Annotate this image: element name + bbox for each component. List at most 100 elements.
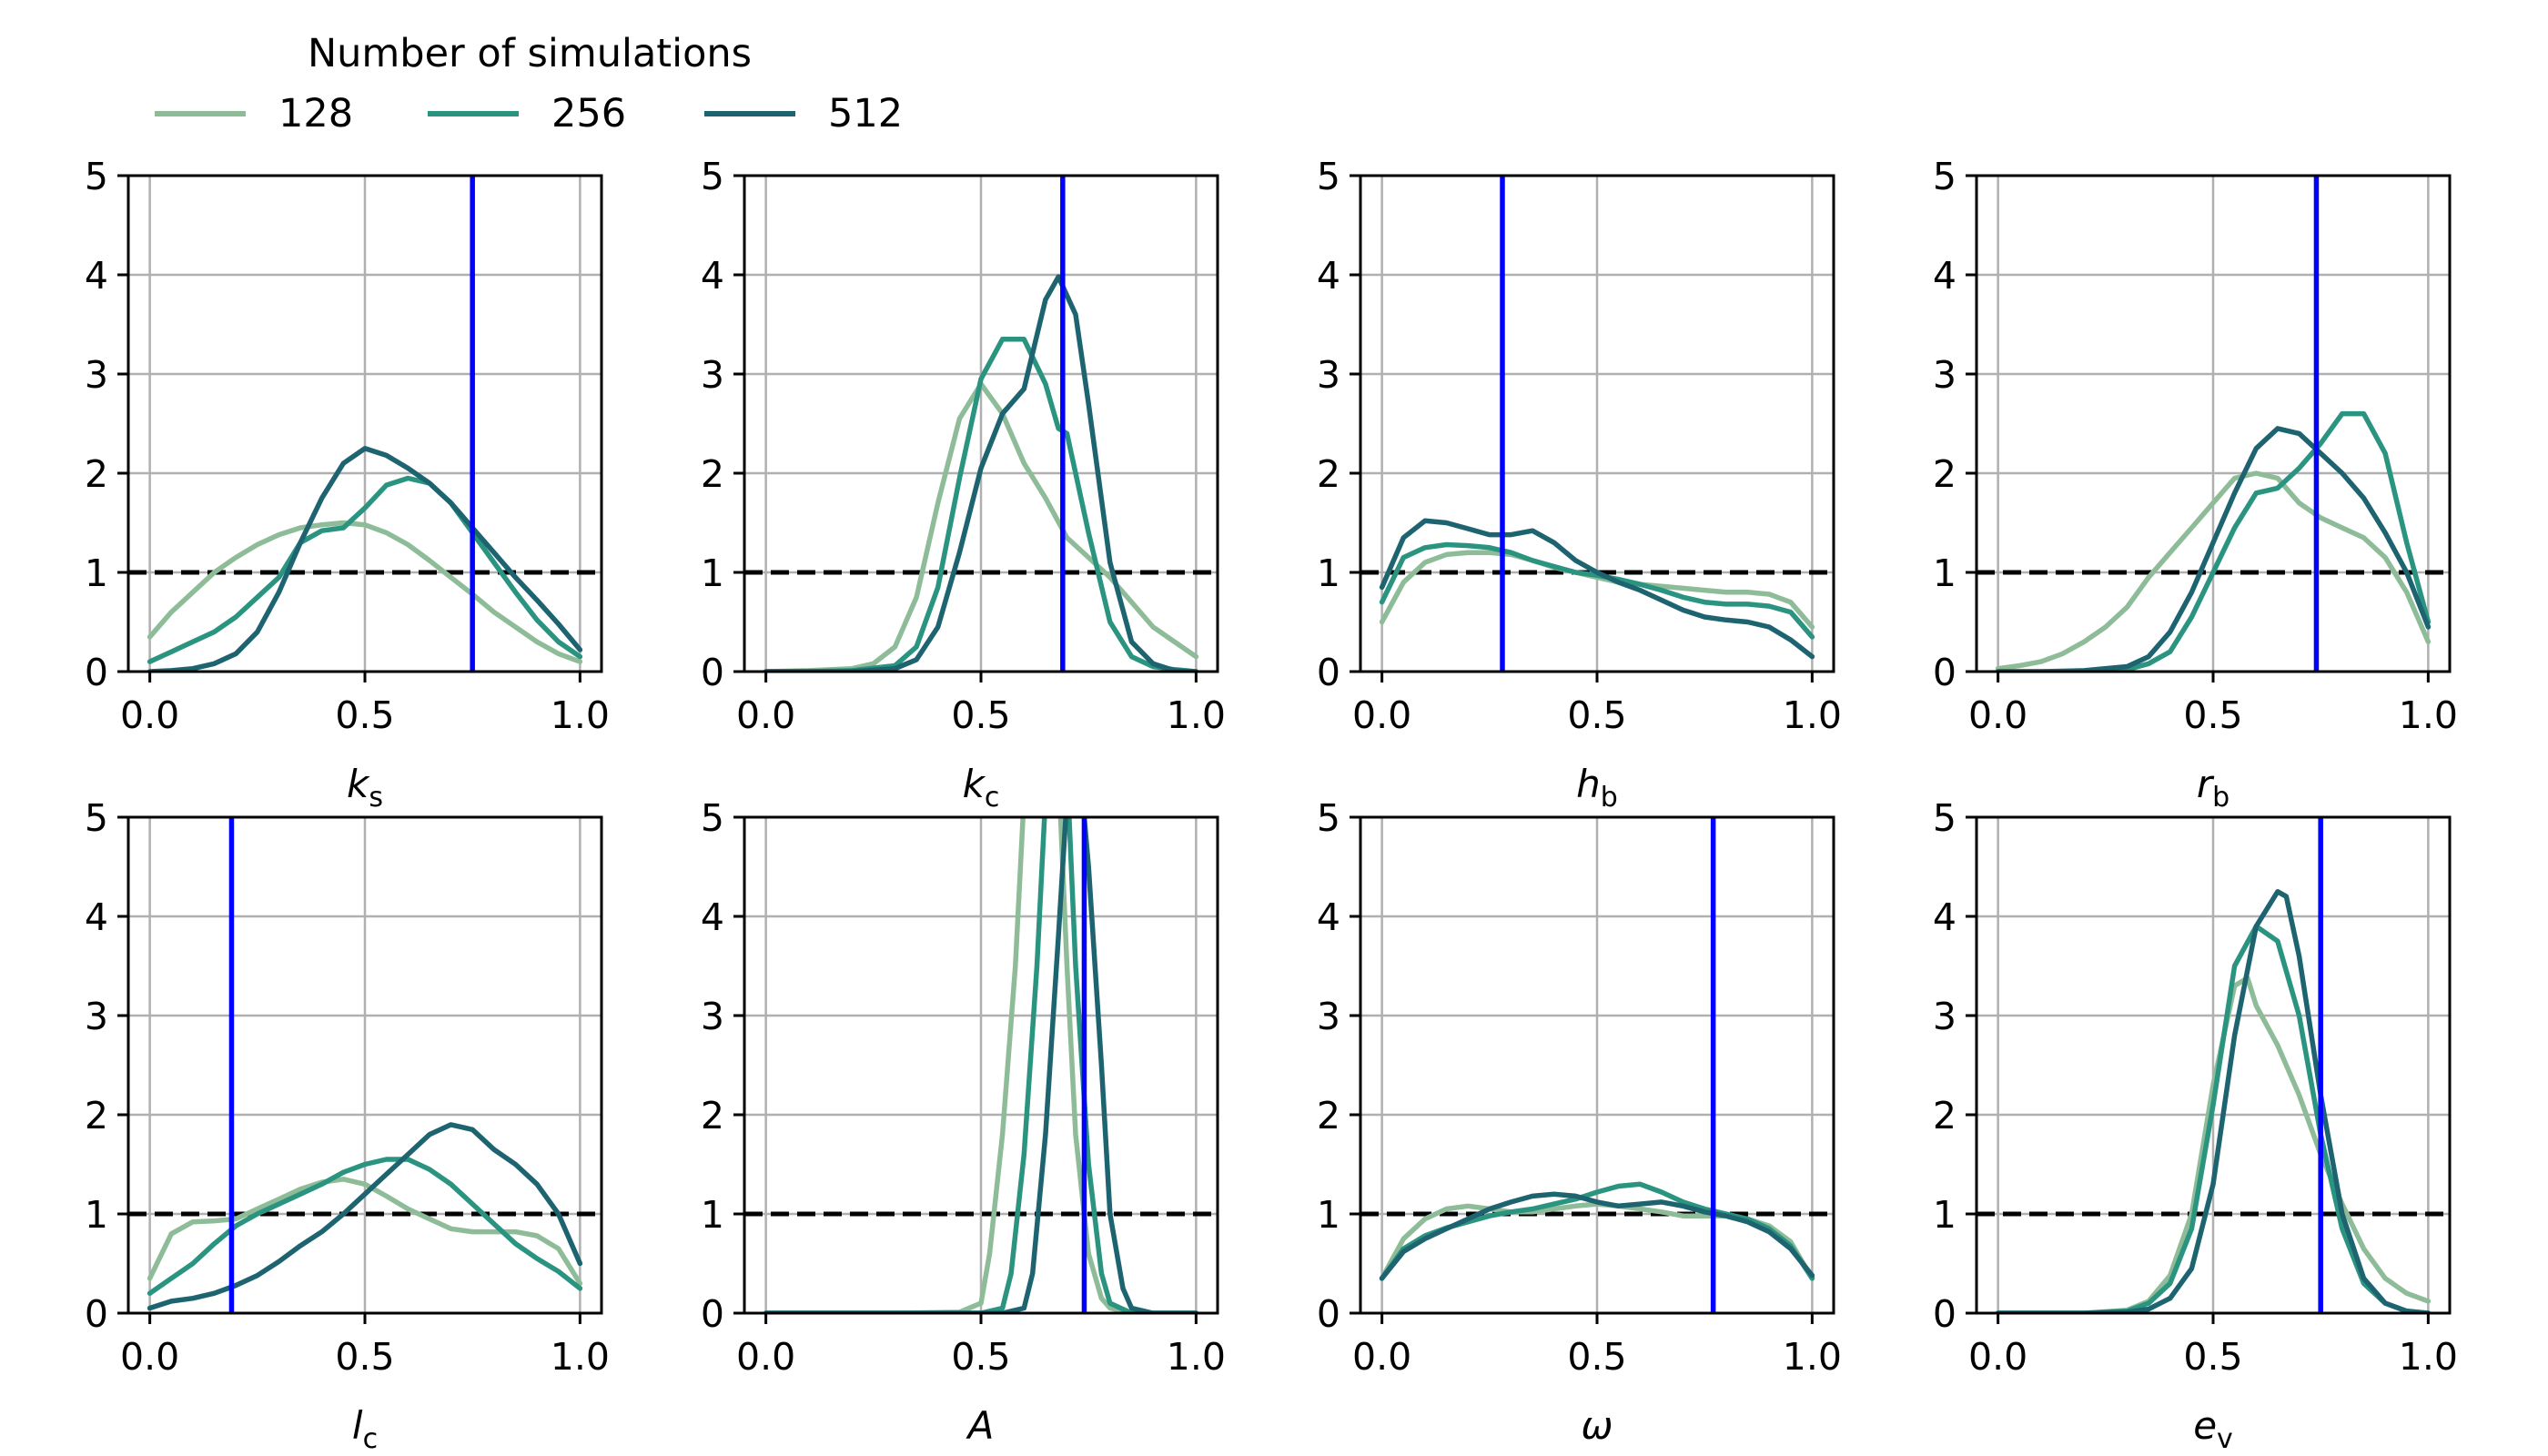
legend-swatch-512 [704,111,795,116]
subplot-7: 0.0 0.5 1.0 0 1 2 3 4 5 ω [1317,796,1842,1448]
x-tick-label: 0.5 [335,1335,394,1379]
y-tick-label: 2 [85,452,108,496]
y-tick-label: 0 [1933,1292,1956,1336]
y-tick-label: 0 [85,651,108,694]
y-tick-label: 2 [85,1094,108,1138]
subplot-6: 0.0 0.5 1.0 0 1 2 3 4 5 A [701,796,1226,1448]
series-line-256 [147,475,583,664]
x-axis-label: ks [347,762,383,814]
y-tick-label: 4 [701,254,724,298]
x-tick-label: 1.0 [1167,693,1226,737]
y-tick-label: 2 [1933,452,1956,496]
legend-label-256: 256 [551,91,627,136]
legend-entry-128: 128 [155,91,353,136]
x-tick-label: 0.0 [736,1335,795,1379]
plot-area [1977,817,2450,1313]
y-tick-label: 1 [1317,1193,1340,1237]
y-tick-label: 5 [1933,796,1956,840]
x-tick-label: 0.0 [1352,1335,1411,1379]
y-tick-label: 3 [85,995,108,1038]
x-tick-label: 1.0 [1167,1335,1226,1379]
y-tick-label: 3 [701,353,724,397]
legend: Number of simulations 128 256 512 [155,27,956,146]
x-tick-label: 0.0 [1352,693,1411,737]
y-tick-label: 5 [1317,796,1340,840]
series-line-128 [147,1177,583,1287]
series-line-128 [763,817,1199,1313]
series-line-512 [763,817,1199,1313]
y-tick-label: 5 [701,796,724,840]
y-tick-label: 5 [1317,155,1340,198]
legend-title: Number of simulations [308,31,753,76]
y-tick-label: 0 [1317,651,1340,694]
y-tick-label: 1 [85,1193,108,1237]
series-line-512 [147,446,583,672]
y-tick-label: 4 [1933,895,1956,939]
x-tick-label: 0.0 [120,693,179,737]
subplot-8: 0.0 0.5 1.0 0 1 2 3 4 5 ev [1933,796,2458,1455]
x-tick-label: 0.0 [120,1335,179,1379]
subplot-2: 0.0 0.5 1.0 0 1 2 3 4 5 kc [701,155,1226,814]
y-tick-label: 0 [701,651,724,694]
subplot-3: 0.0 0.5 1.0 0 1 2 3 4 5 hb [1317,155,1842,814]
series-line-128 [147,520,583,664]
y-tick-label: 3 [1933,353,1956,397]
plot-area [744,176,1218,672]
x-tick-label: 0.5 [335,693,394,737]
series-line-256 [1995,410,2432,672]
x-axis-label: A [966,1403,995,1448]
subplot-1: 0.0 0.5 1.0 0 1 2 3 4 5 ks [85,155,610,814]
x-tick-label: 0.5 [951,1335,1010,1379]
y-tick-label: 4 [701,895,724,939]
y-tick-label: 2 [1933,1094,1956,1138]
y-tick-label: 4 [85,895,108,939]
y-tick-label: 3 [1317,353,1340,397]
subplot-4: 0.0 0.5 1.0 0 1 2 3 4 5 rb [1933,155,2458,814]
x-axis-label: kc [963,762,1000,814]
y-tick-label: 1 [701,551,724,595]
legend-swatch-128 [155,111,246,116]
plot-area [128,176,602,672]
series-line-256 [1379,541,1815,640]
legend-entry-256: 256 [428,91,626,136]
x-tick-label: 0.5 [1567,693,1626,737]
y-tick-label: 0 [1317,1292,1340,1336]
x-tick-label: 1.0 [1783,693,1842,737]
series-line-128 [1995,470,2432,672]
legend-entry-512: 512 [704,91,903,136]
y-tick-label: 1 [1933,1193,1956,1237]
y-tick-label: 5 [701,155,724,198]
series-line-512 [1995,426,2432,672]
y-tick-label: 0 [85,1292,108,1336]
x-tick-label: 0.0 [1968,693,2027,737]
y-tick-label: 2 [701,452,724,496]
y-tick-label: 3 [1933,995,1956,1038]
plot-area [1360,176,1834,672]
x-tick-label: 0.5 [2183,693,2242,737]
series-line-512 [1379,1191,1815,1281]
y-tick-label: 2 [701,1094,724,1138]
x-tick-label: 1.0 [551,693,610,737]
y-tick-label: 5 [85,155,108,198]
y-tick-label: 4 [1933,254,1956,298]
x-axis-label: ev [2193,1403,2233,1455]
y-tick-label: 2 [1317,452,1340,496]
series-line-256 [147,1157,583,1296]
x-axis-label: lc [352,1403,378,1455]
plot-area [1977,176,2450,672]
y-tick-label: 3 [701,995,724,1038]
x-tick-label: 1.0 [1783,1335,1842,1379]
legend-label-128: 128 [278,91,354,136]
x-tick-label: 0.5 [1567,1335,1626,1379]
x-tick-label: 0.0 [736,693,795,737]
series-line-512 [763,274,1199,672]
legend-swatch-256 [428,111,519,116]
x-axis-label: ω [1581,1403,1613,1448]
y-tick-label: 4 [1317,895,1340,939]
plot-area [744,817,1218,1313]
x-tick-label: 1.0 [2399,693,2458,737]
y-tick-label: 5 [1933,155,1956,198]
x-axis-label: hb [1576,762,1618,814]
x-axis-label: rb [2197,762,2230,814]
